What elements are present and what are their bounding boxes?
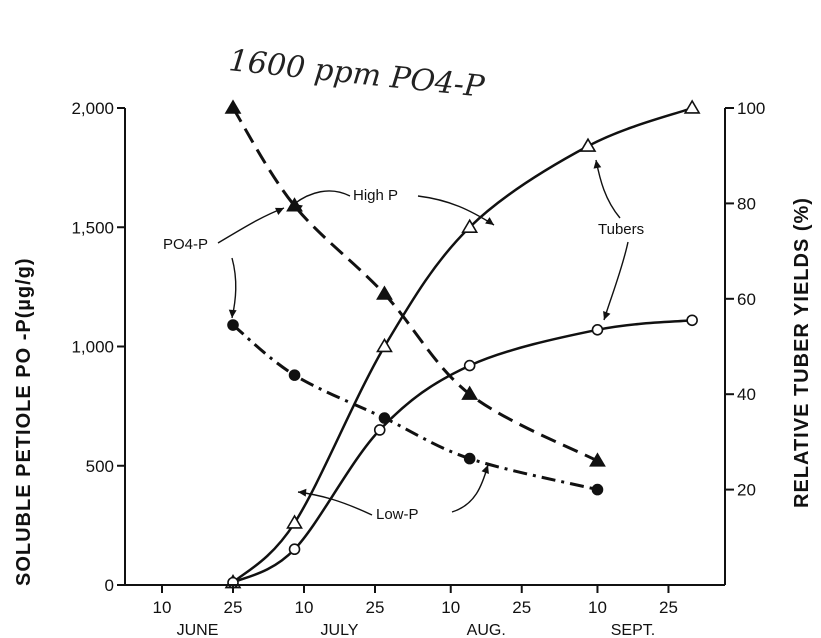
annotation-po4-p: PO4-P xyxy=(163,236,208,253)
arrow-head xyxy=(298,488,307,497)
arrow-high-p-to-po4 xyxy=(293,190,351,205)
data-point-po4_low xyxy=(288,369,301,381)
arrow-tubers-down xyxy=(603,241,629,321)
data-point-tuber_low xyxy=(463,359,476,372)
series-line-tuber_high xyxy=(232,106,693,584)
annotation-tubers: Tubers xyxy=(598,221,644,238)
data-point-po4_low xyxy=(378,412,391,424)
arrow-head xyxy=(603,311,611,320)
data-point-tuber_high xyxy=(286,514,303,529)
data-point-tuber_high xyxy=(579,137,597,152)
y-right-tick-label: 20 xyxy=(737,481,756,500)
x-month-label: AUG. xyxy=(467,622,506,638)
data-point-po4_low xyxy=(463,452,476,465)
series-line-po4_high xyxy=(231,107,599,463)
x-tick-label: 10 xyxy=(441,598,460,617)
y-right-tick-label: 40 xyxy=(737,385,756,404)
arrow-tubers-up xyxy=(595,159,621,219)
data-point-po4_high xyxy=(224,99,242,114)
x-tick-label: 25 xyxy=(659,598,678,617)
annotation-low-p: Low-P xyxy=(376,506,419,523)
arrow-po4-up xyxy=(217,207,285,244)
data-point-po4_low xyxy=(227,319,239,331)
data-point-tuber_low xyxy=(373,424,386,436)
x-month-label: JUNE xyxy=(177,622,219,638)
data-point-tuber_low xyxy=(686,314,698,327)
y-right-tick-label: 60 xyxy=(737,290,756,309)
data-point-po4_high xyxy=(376,285,393,300)
y-left-tick-label: 1,000 xyxy=(71,338,114,357)
y-left-tick-label: 1,500 xyxy=(71,218,114,237)
handwritten-note: 1600 ppm PO4-P xyxy=(227,43,487,105)
data-point-tuber_high xyxy=(461,218,479,233)
y-left-tick-label: 0 xyxy=(105,576,114,595)
arrow-high-p-to-tuber xyxy=(417,195,495,226)
arrow-head xyxy=(481,465,489,474)
x-tick-label: 25 xyxy=(366,598,385,617)
arrow-head xyxy=(228,309,237,318)
annotation-high-p: High P xyxy=(353,187,398,204)
arrow-po4-down xyxy=(231,257,237,319)
y-axis-right-label: RELATIVE TUBER YIELDS (%) xyxy=(791,197,813,508)
y-right-tick-label: 100 xyxy=(737,99,765,118)
y-left-tick-label: 500 xyxy=(86,457,114,476)
x-month-label: SEPT. xyxy=(611,622,655,638)
x-tick-label: 10 xyxy=(295,598,314,617)
x-tick-label: 25 xyxy=(512,598,531,617)
series-line-po4_low xyxy=(232,323,598,492)
arrow-low-p-to-po4 xyxy=(451,464,489,513)
arrow-head xyxy=(593,160,602,169)
x-tick-label: 25 xyxy=(224,598,243,617)
data-point-po4_low xyxy=(591,483,604,496)
series-line-tuber_low xyxy=(232,319,693,584)
arrow-head xyxy=(485,217,494,225)
x-tick-label: 10 xyxy=(153,598,172,617)
y-axis-left-label: SOLUBLE PETIOLE PO -P(µg/g) xyxy=(13,257,35,586)
y-right-tick-label: 80 xyxy=(737,194,756,213)
data-point-tuber_high xyxy=(683,99,701,114)
data-point-tuber_low xyxy=(591,324,604,336)
data-point-tuber_low xyxy=(288,543,301,556)
data-point-po4_high xyxy=(461,385,479,400)
y-left-tick-label: 2,000 xyxy=(71,99,114,118)
data-point-tuber_high xyxy=(376,337,393,353)
arrow-head xyxy=(294,204,303,212)
data-point-po4_high xyxy=(589,452,606,467)
x-month-label: JULY xyxy=(321,622,359,638)
arrow-head xyxy=(275,207,284,215)
x-tick-label: 10 xyxy=(588,598,607,617)
